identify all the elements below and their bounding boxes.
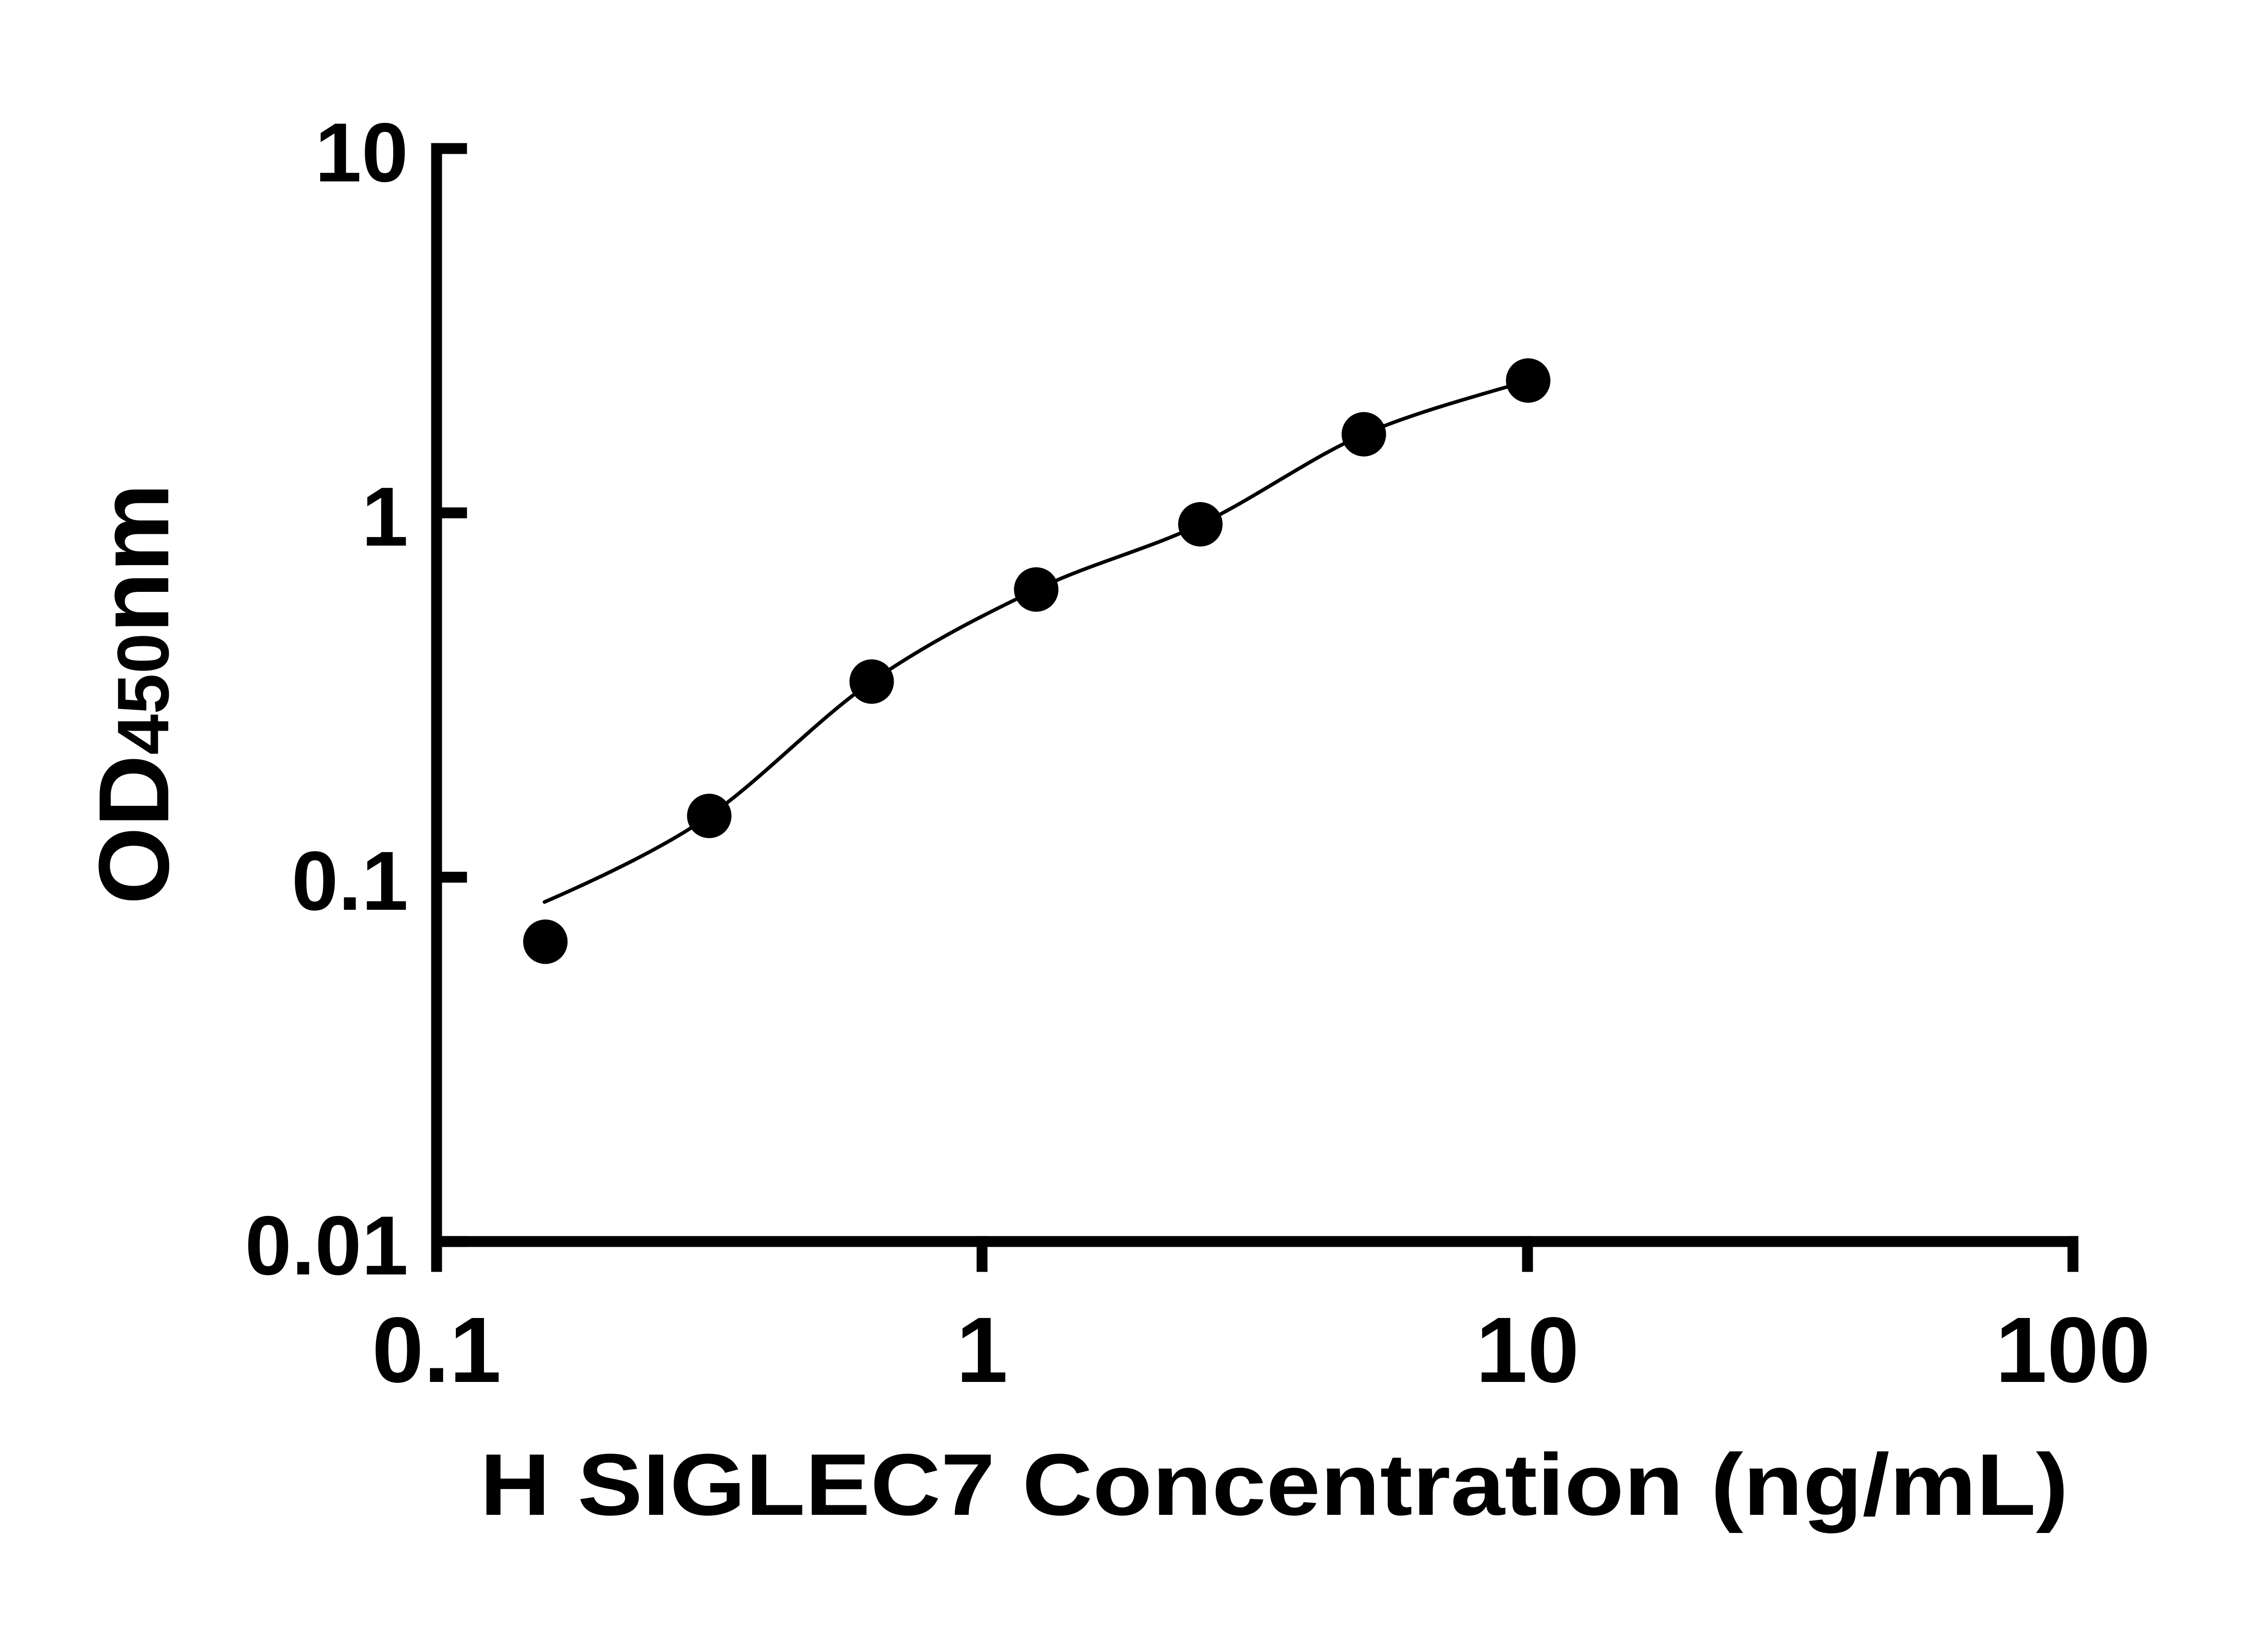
- svg-text:1: 1: [956, 1298, 1008, 1402]
- svg-text:0.01: 0.01: [245, 1199, 408, 1293]
- svg-text:0.1: 0.1: [372, 1298, 501, 1402]
- svg-text:10: 10: [315, 106, 408, 200]
- svg-text:10: 10: [1476, 1298, 1579, 1402]
- svg-text:H SIGLEC7 Concentration (ng/mL: H SIGLEC7 Concentration (ng/mL): [480, 1435, 2068, 1533]
- svg-text:0.1: 0.1: [292, 835, 408, 928]
- svg-text:1: 1: [362, 470, 408, 564]
- svg-text:100: 100: [1995, 1298, 2151, 1402]
